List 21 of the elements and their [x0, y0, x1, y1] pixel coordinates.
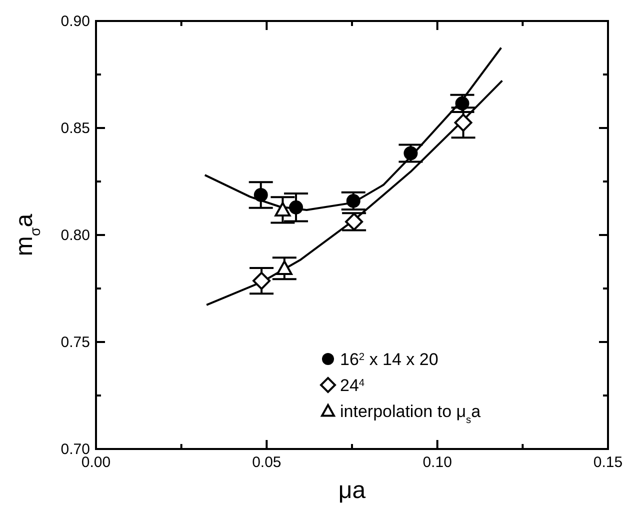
y-tick-label: 0.85 [60, 120, 90, 137]
x-tick-label: 0.15 [593, 454, 623, 471]
legend-label: 16$^{2}$ x 14 x 20 [340, 350, 438, 369]
point [276, 260, 292, 275]
legend-label: 24$^{4}$ [340, 376, 365, 395]
point [346, 194, 360, 208]
line-series [206, 80, 504, 306]
legend-label: interpolation to μ$_{s}$a [340, 402, 482, 426]
point [454, 114, 472, 132]
point [289, 200, 304, 214]
point [252, 272, 271, 290]
point [345, 212, 364, 231]
y-tick-label: 0.90 [60, 13, 90, 30]
point [404, 146, 418, 160]
point [274, 202, 291, 217]
y-tick-label: 0.75 [60, 334, 90, 351]
y-tick-label: 0.80 [60, 227, 90, 244]
x-tick-label: 0.05 [252, 454, 282, 471]
point [254, 188, 268, 202]
x-tick-label: 0.10 [422, 454, 452, 471]
x-axis-title: μa [338, 477, 366, 504]
